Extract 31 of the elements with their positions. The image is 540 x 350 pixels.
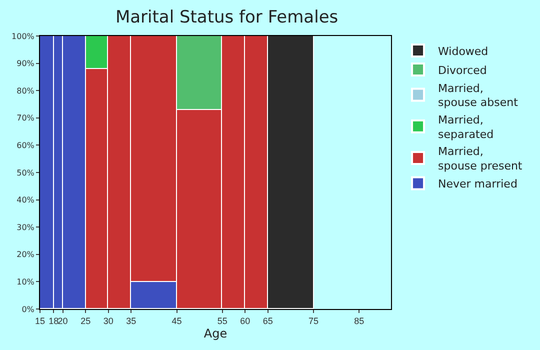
- x-tick-label: 35: [126, 316, 136, 326]
- x-tick-label: 65: [262, 316, 273, 326]
- legend-label: Married, separated: [438, 114, 494, 141]
- y-tick-label: 10%: [16, 278, 35, 286]
- legend-label: Divorced: [438, 64, 487, 77]
- chart-title: Marital Status for Females: [115, 7, 338, 28]
- y-tick-label: 20%: [16, 250, 35, 260]
- x-tick-label: 25: [80, 316, 91, 326]
- x-tick-label: 85: [354, 316, 364, 326]
- legend-label: Married, spouse present: [438, 145, 523, 172]
- x-tick-label: 75: [308, 316, 319, 326]
- legend-label: Never married: [438, 178, 518, 191]
- x-tick-label: 18: [48, 316, 59, 326]
- y-tick-label: 50%: [16, 168, 35, 178]
- y-tick-label: 80%: [16, 86, 35, 96]
- y-tick-label: 30%: [16, 222, 35, 232]
- y-tick-label: 60%: [16, 141, 35, 150]
- y-tick-label: 100%: [12, 32, 35, 41]
- x-tick-label: 20: [58, 316, 68, 326]
- y-tick-label: 90%: [16, 59, 35, 68]
- x-tick-label: 55: [217, 316, 228, 326]
- y-tick-label: 40%: [16, 196, 35, 205]
- legend-label: Married, spouse absent: [438, 82, 519, 110]
- x-tick-label: 45: [172, 316, 182, 326]
- x-tick-label: 15: [34, 316, 46, 326]
- x-axis-title: Age: [204, 326, 228, 341]
- legend-label: Widowed: [438, 44, 488, 58]
- y-tick-label: 0%: [22, 304, 35, 314]
- x-tick-label: 30: [103, 316, 114, 326]
- y-tick-label: 70%: [16, 114, 35, 123]
- x-tick-label: 60: [240, 316, 250, 326]
